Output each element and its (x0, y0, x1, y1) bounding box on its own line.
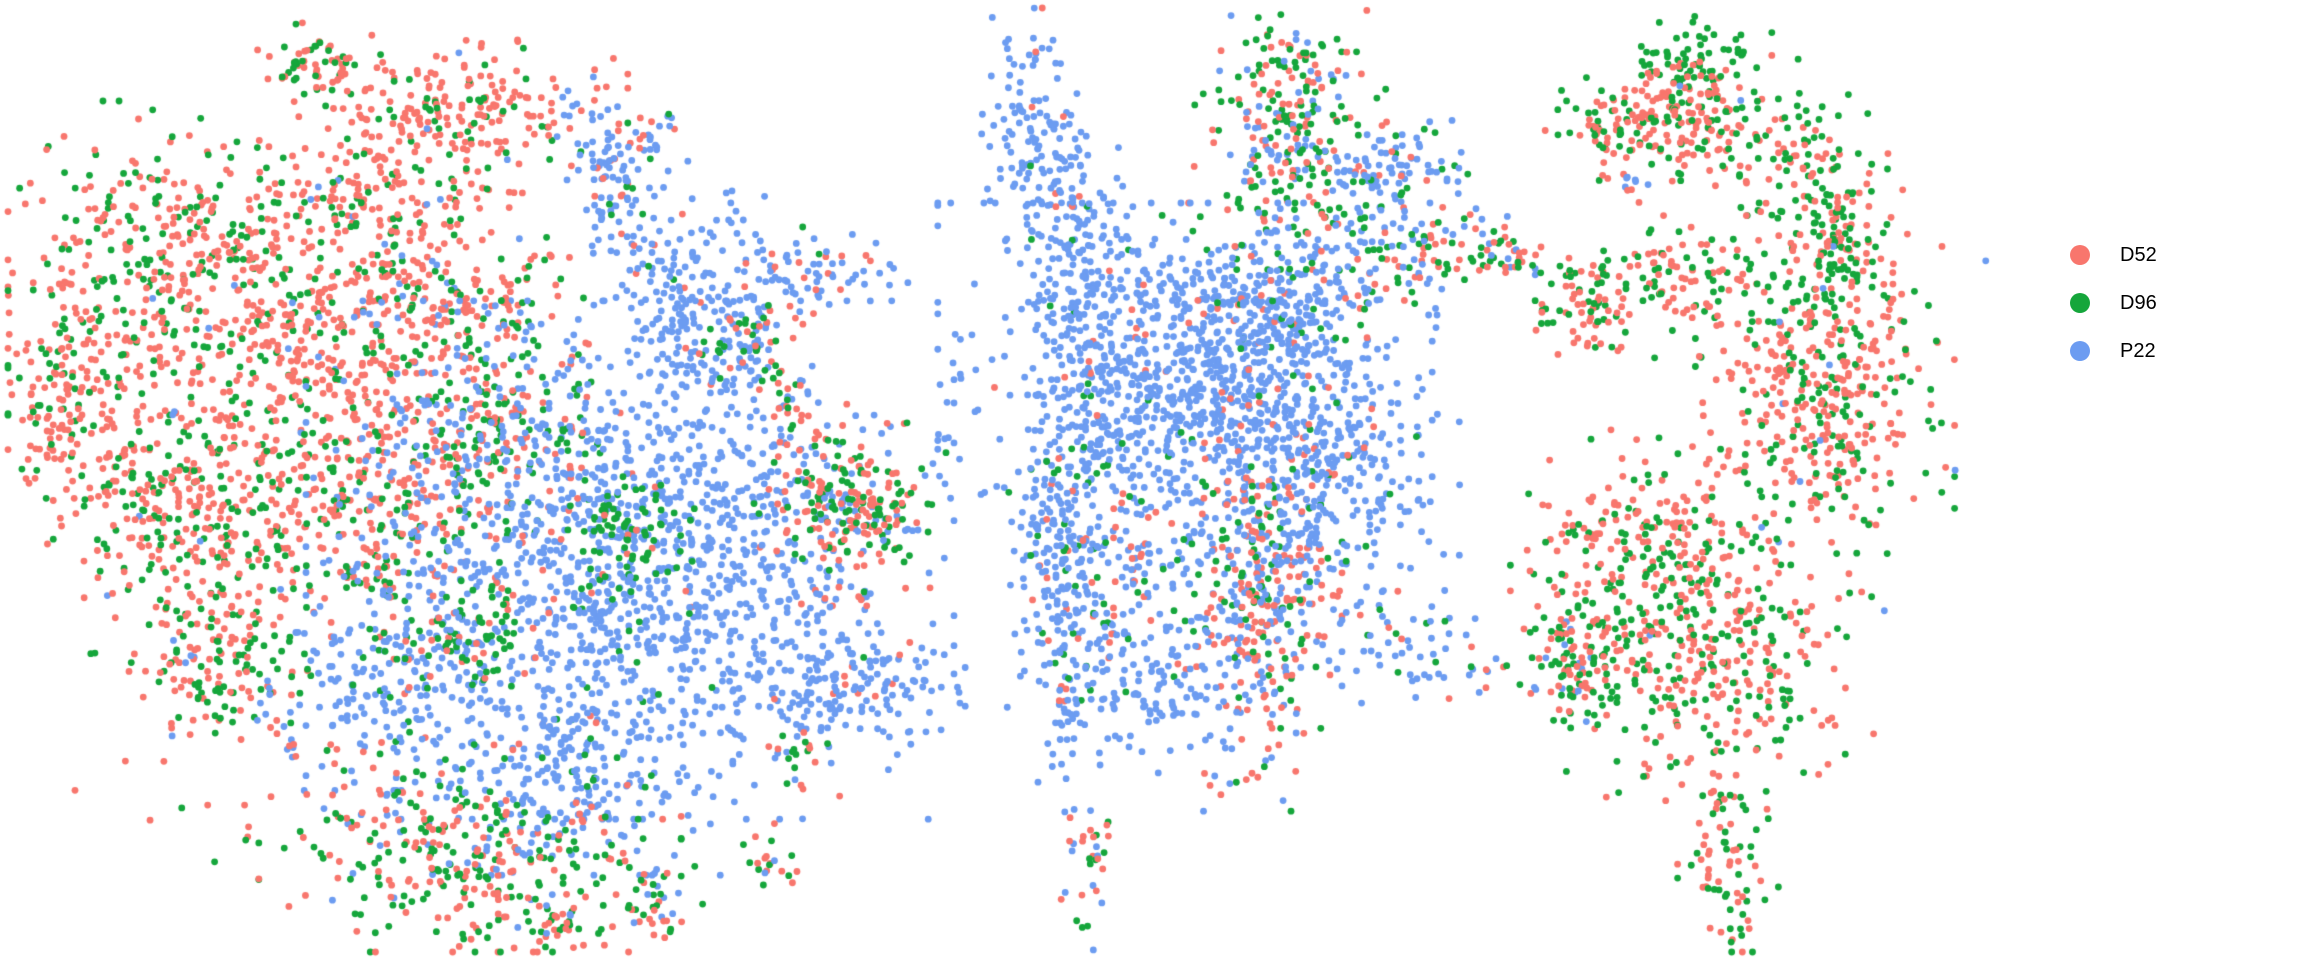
legend-swatch-d52-icon (2070, 245, 2090, 265)
legend-item-p22: P22 (2070, 327, 2157, 375)
legend-label-d96: D96 (2120, 292, 2157, 314)
legend-label-d52: D52 (2120, 244, 2157, 266)
legend-swatch-p22-icon (2070, 341, 2090, 361)
legend-item-d52: D52 (2070, 231, 2157, 279)
legend-label-p22: P22 (2120, 340, 2156, 362)
legend: D52 D96 P22 (2070, 231, 2157, 375)
legend-swatch-d96-icon (2070, 293, 2090, 313)
legend-item-d96: D96 (2070, 279, 2157, 327)
